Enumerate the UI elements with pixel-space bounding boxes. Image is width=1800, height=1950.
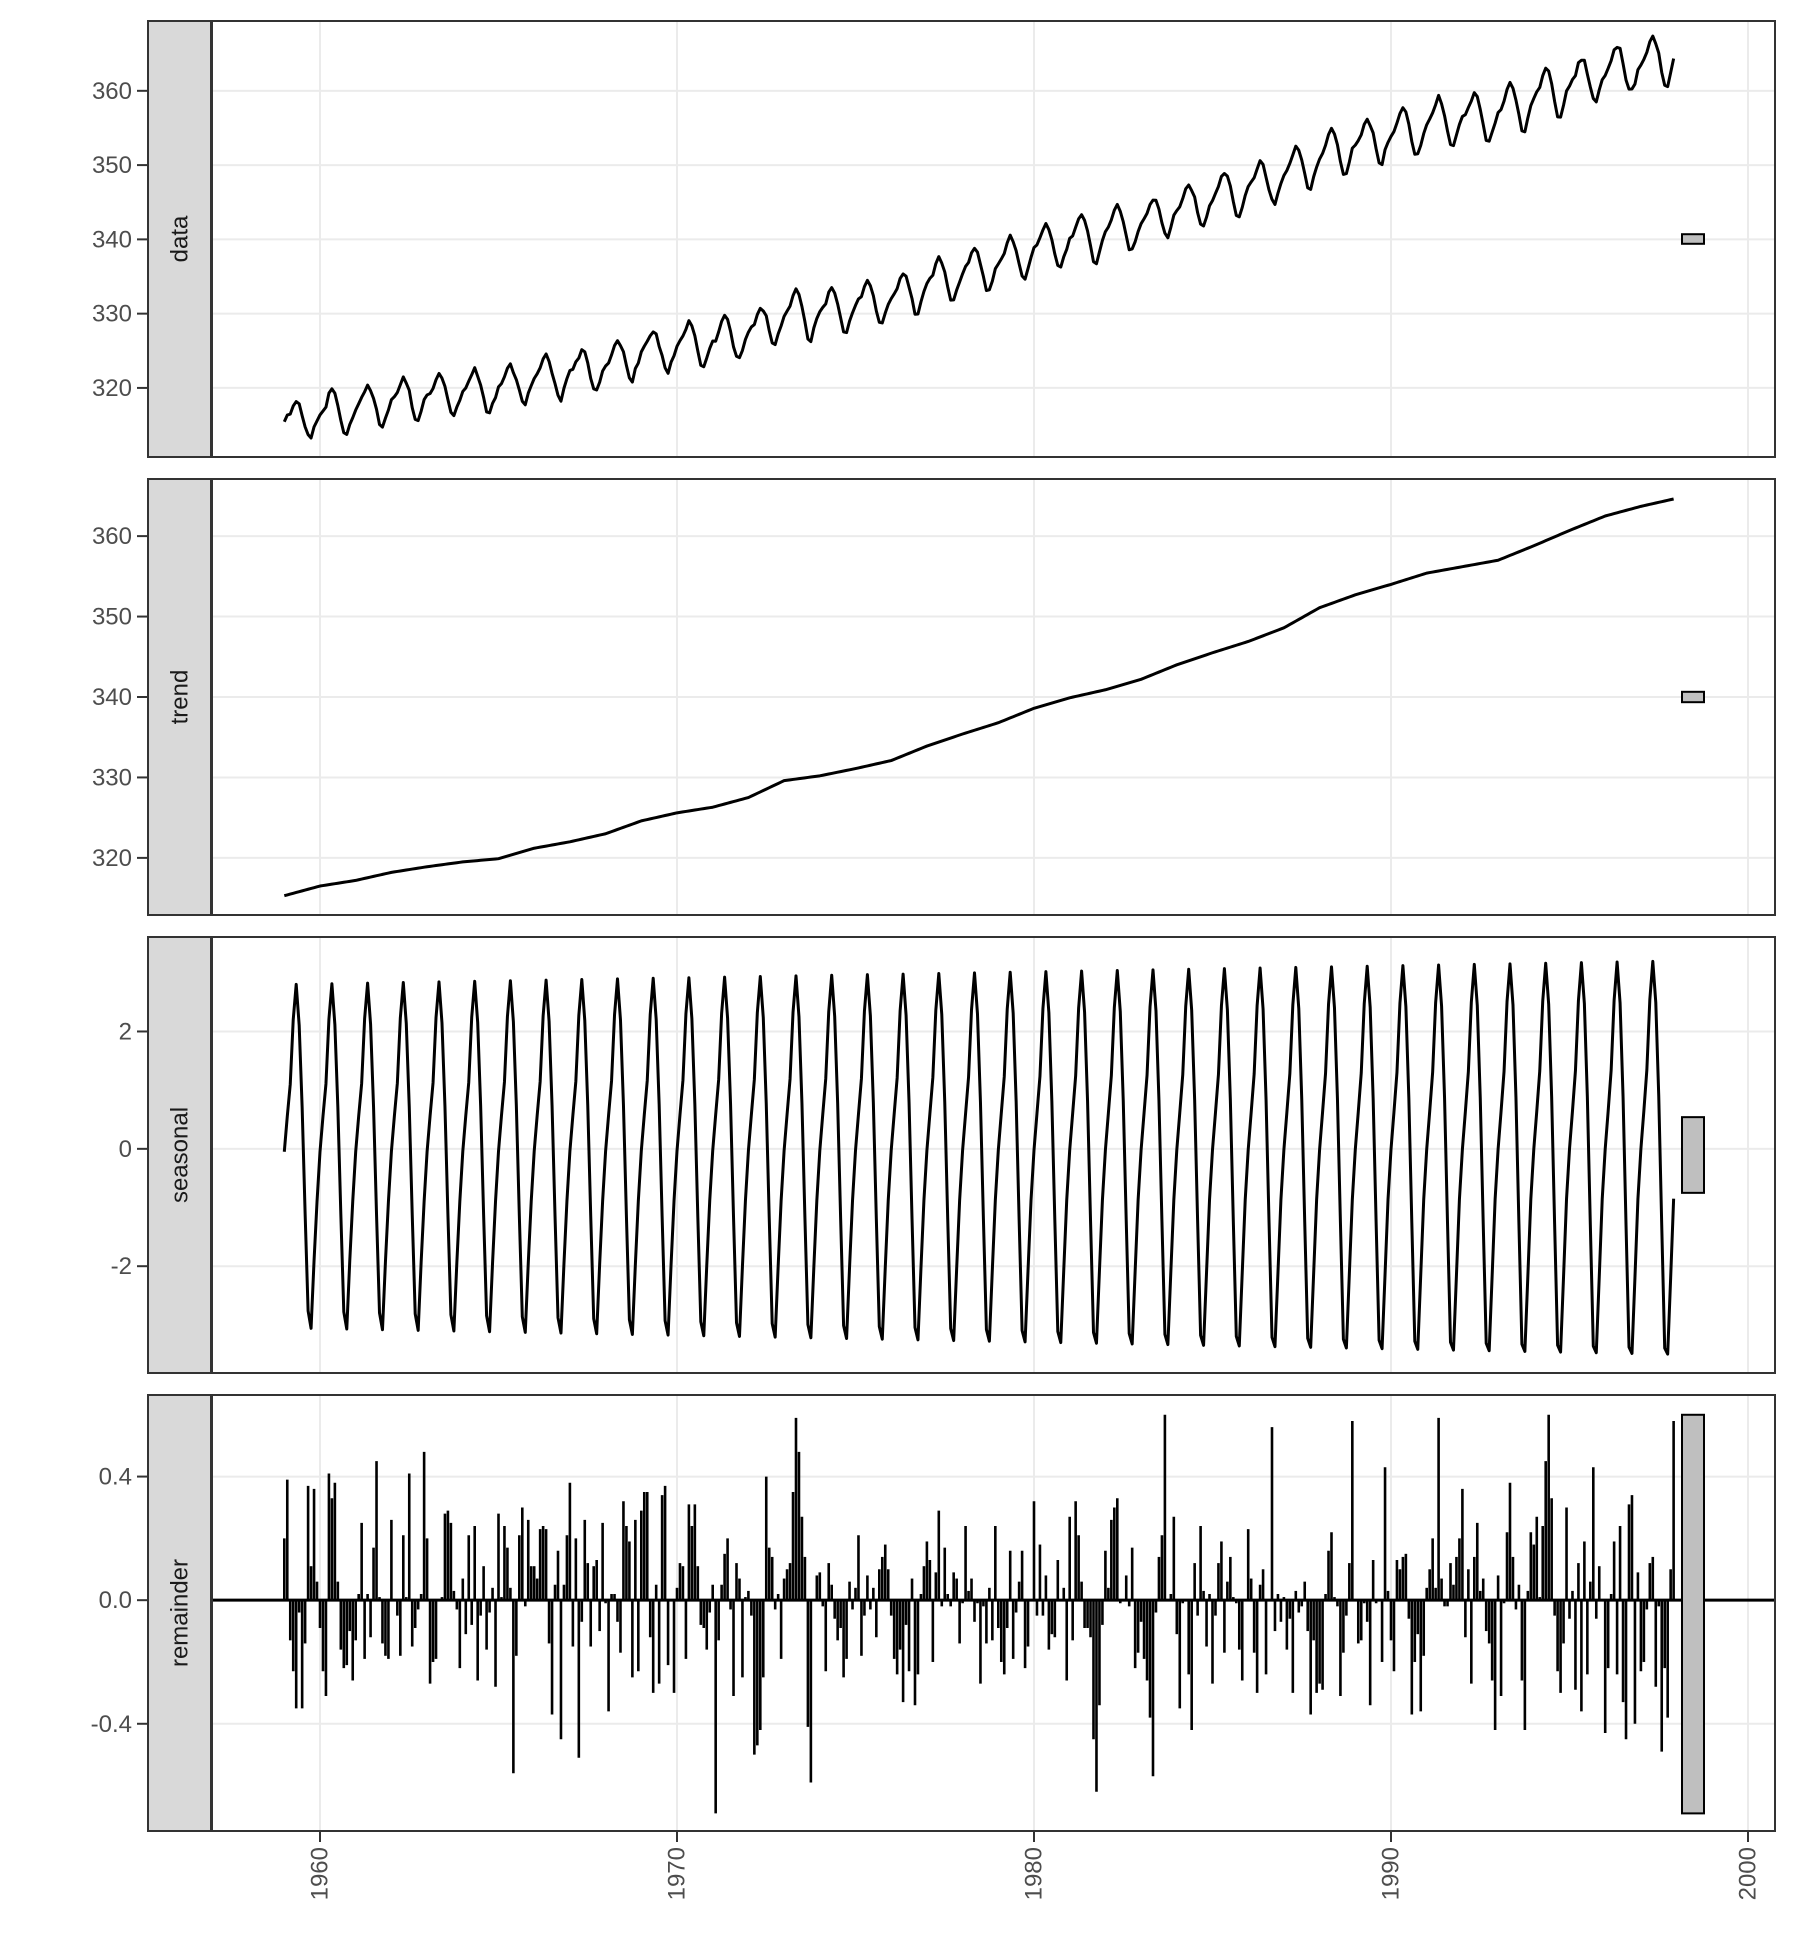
y-tick-label: 320 (92, 375, 132, 402)
facet-strip-label: data (167, 215, 194, 262)
y-tick-label: 350 (92, 604, 132, 631)
y-tick-label: 330 (92, 764, 132, 791)
panel-seasonal: -2 0 2 seasonal (111, 936, 1776, 1374)
facet-strip-label: trend (167, 670, 194, 725)
y-tick-label: 350 (92, 152, 132, 179)
facet-strip (147, 478, 212, 916)
x-tick-label: 2000 (1735, 1847, 1762, 1900)
y-tick-label: 0.0 (99, 1587, 132, 1614)
panel-remainder: -0.4 0.0 0.4 remainder (91, 1394, 1776, 1832)
facet-strip-label: remainder (167, 1559, 194, 1667)
x-tick-label: 1960 (307, 1847, 334, 1900)
data-line (282, 34, 1676, 440)
y-tick-label: -0.4 (91, 1711, 132, 1738)
y-tick-label: 320 (92, 845, 132, 872)
y-tick-label: 340 (92, 684, 132, 711)
panel-data: 320 330 340 350 360 data (92, 20, 1776, 458)
y-tick-label: -2 (111, 1253, 132, 1280)
x-tick-label: 1970 (664, 1847, 691, 1900)
facet-strip (147, 936, 212, 1374)
x-tick-label: 1990 (1378, 1847, 1405, 1900)
range-bar (1681, 690, 1705, 704)
y-tick-label: 0.4 (99, 1464, 132, 1491)
panel-trend: 320 330 340 350 360 trend (92, 478, 1776, 916)
range-bar (1681, 1413, 1705, 1815)
facet-strip (147, 20, 212, 458)
facet-strip (147, 1394, 212, 1832)
facet-strip-label: seasonal (167, 1107, 194, 1203)
y-tick-label: 340 (92, 226, 132, 253)
seasonal-line (282, 959, 1676, 1356)
y-tick-label: 0 (119, 1136, 132, 1163)
y-tick-label: 330 (92, 301, 132, 328)
range-bar (1681, 233, 1705, 245)
x-tick-label: 1980 (1021, 1847, 1048, 1900)
range-bar (1681, 1116, 1705, 1194)
trend-line (283, 497, 1674, 898)
y-tick-label: 2 (119, 1018, 132, 1045)
y-tick-label: 360 (92, 78, 132, 105)
y-tick-label: 360 (92, 523, 132, 550)
